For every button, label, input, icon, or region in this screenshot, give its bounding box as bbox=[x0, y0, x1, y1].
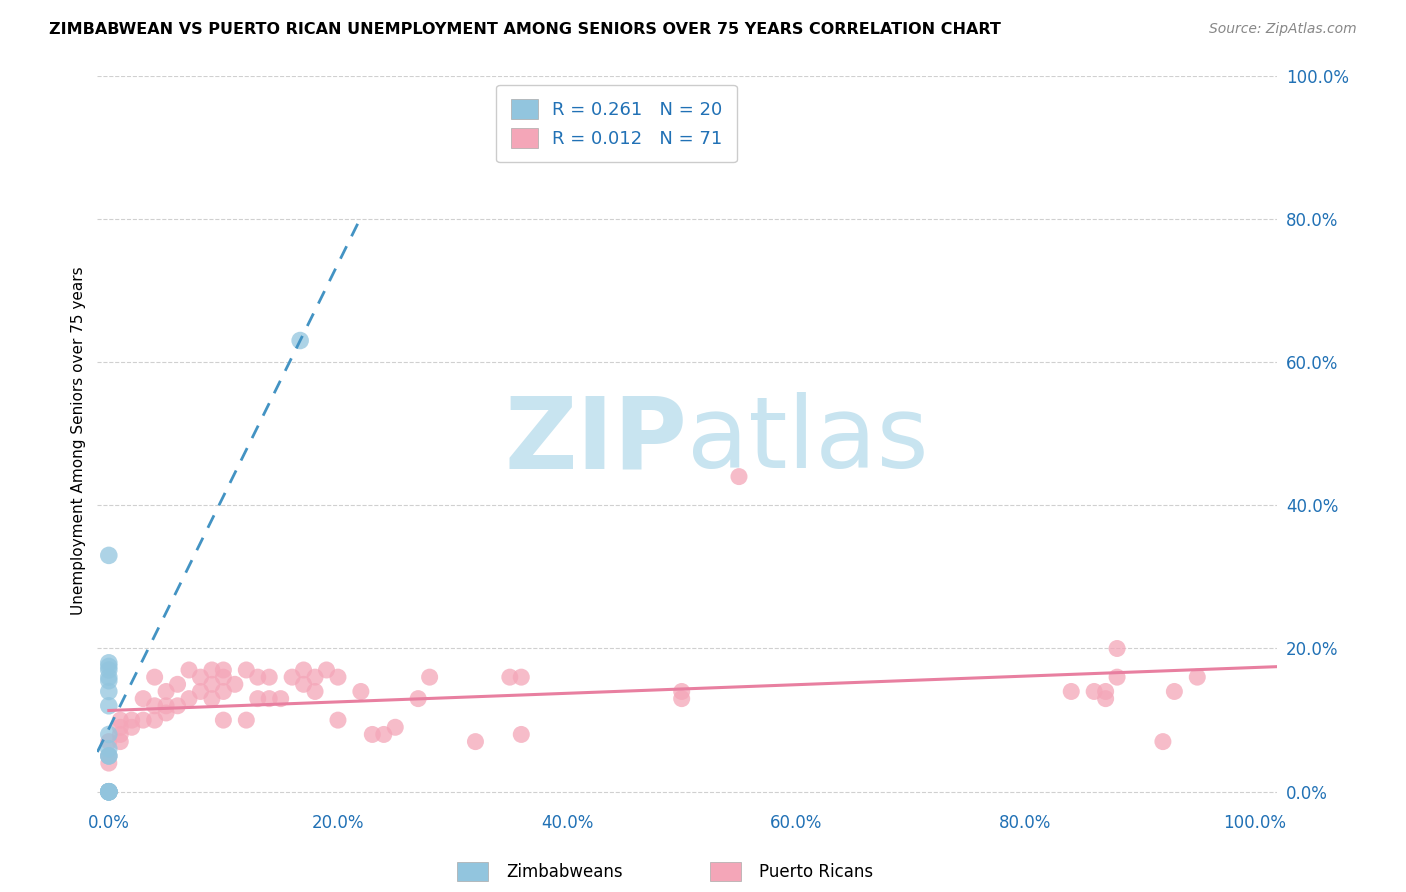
Point bbox=[281, 670, 304, 684]
Point bbox=[350, 684, 373, 698]
Point bbox=[110, 713, 132, 727]
Point bbox=[121, 720, 143, 734]
Point bbox=[292, 677, 315, 691]
Point bbox=[464, 734, 486, 748]
Point bbox=[97, 727, 120, 741]
Point bbox=[510, 727, 533, 741]
Point bbox=[246, 691, 269, 706]
Point bbox=[1163, 684, 1185, 698]
Text: atlas: atlas bbox=[688, 392, 929, 490]
Point bbox=[97, 549, 120, 563]
Point bbox=[1152, 734, 1174, 748]
Point bbox=[304, 670, 326, 684]
Point bbox=[143, 698, 166, 713]
Point bbox=[97, 659, 120, 673]
Point bbox=[110, 720, 132, 734]
Point bbox=[97, 785, 120, 799]
Point bbox=[361, 727, 384, 741]
Point bbox=[166, 677, 188, 691]
Text: ZIMBABWEAN VS PUERTO RICAN UNEMPLOYMENT AMONG SENIORS OVER 75 YEARS CORRELATION : ZIMBABWEAN VS PUERTO RICAN UNEMPLOYMENT … bbox=[49, 22, 1001, 37]
Point bbox=[201, 663, 224, 677]
Point bbox=[97, 785, 120, 799]
Point bbox=[97, 698, 120, 713]
Point bbox=[235, 663, 257, 677]
Point bbox=[97, 785, 120, 799]
Point bbox=[1094, 691, 1116, 706]
Point bbox=[190, 670, 212, 684]
Point bbox=[97, 741, 120, 756]
Point bbox=[235, 713, 257, 727]
Point bbox=[257, 670, 280, 684]
Text: Source: ZipAtlas.com: Source: ZipAtlas.com bbox=[1209, 22, 1357, 37]
Point bbox=[166, 698, 188, 713]
Point bbox=[1060, 684, 1083, 698]
Y-axis label: Unemployment Among Seniors over 75 years: Unemployment Among Seniors over 75 years bbox=[72, 267, 86, 615]
Point bbox=[97, 656, 120, 670]
Point bbox=[224, 677, 246, 691]
Point bbox=[97, 734, 120, 748]
Point bbox=[97, 785, 120, 799]
Point bbox=[97, 785, 120, 799]
Point bbox=[97, 673, 120, 688]
Point bbox=[155, 684, 177, 698]
Point bbox=[212, 670, 235, 684]
Point bbox=[326, 713, 349, 727]
Point bbox=[110, 734, 132, 748]
Point bbox=[326, 670, 349, 684]
Point bbox=[373, 727, 395, 741]
Point bbox=[728, 469, 751, 483]
Point bbox=[155, 706, 177, 720]
Legend: R = 0.261   N = 20, R = 0.012   N = 71: R = 0.261 N = 20, R = 0.012 N = 71 bbox=[496, 85, 737, 162]
Point bbox=[97, 748, 120, 763]
Point bbox=[671, 691, 693, 706]
Point bbox=[97, 785, 120, 799]
Point bbox=[143, 713, 166, 727]
Point bbox=[510, 670, 533, 684]
Point bbox=[97, 684, 120, 698]
Point bbox=[1094, 684, 1116, 698]
Point bbox=[97, 748, 120, 763]
Point bbox=[177, 663, 200, 677]
Point bbox=[110, 727, 132, 741]
Point bbox=[246, 670, 269, 684]
Point bbox=[671, 684, 693, 698]
Point bbox=[1107, 670, 1129, 684]
Point bbox=[419, 670, 441, 684]
Point bbox=[132, 713, 155, 727]
Point bbox=[97, 785, 120, 799]
Point bbox=[288, 334, 311, 348]
Point bbox=[190, 684, 212, 698]
Point bbox=[304, 684, 326, 698]
Point bbox=[499, 670, 522, 684]
Point bbox=[1187, 670, 1209, 684]
Text: Zimbabweans: Zimbabweans bbox=[506, 863, 623, 881]
Point bbox=[97, 785, 120, 799]
Point bbox=[97, 670, 120, 684]
Point bbox=[201, 677, 224, 691]
Point bbox=[132, 691, 155, 706]
Point bbox=[1083, 684, 1105, 698]
Point bbox=[257, 691, 280, 706]
Point bbox=[155, 698, 177, 713]
Text: ZIP: ZIP bbox=[505, 392, 688, 490]
Point bbox=[177, 691, 200, 706]
Point bbox=[97, 663, 120, 677]
Point bbox=[121, 713, 143, 727]
Point bbox=[384, 720, 406, 734]
Point bbox=[97, 785, 120, 799]
Point bbox=[1107, 641, 1129, 656]
Point bbox=[212, 684, 235, 698]
Point bbox=[201, 691, 224, 706]
Point bbox=[212, 713, 235, 727]
Point bbox=[270, 691, 292, 706]
Point bbox=[212, 663, 235, 677]
Point bbox=[143, 670, 166, 684]
Text: Puerto Ricans: Puerto Ricans bbox=[759, 863, 873, 881]
Point bbox=[97, 785, 120, 799]
Point bbox=[315, 663, 337, 677]
Point bbox=[406, 691, 429, 706]
Point bbox=[97, 756, 120, 770]
Point bbox=[292, 663, 315, 677]
Point bbox=[97, 748, 120, 763]
